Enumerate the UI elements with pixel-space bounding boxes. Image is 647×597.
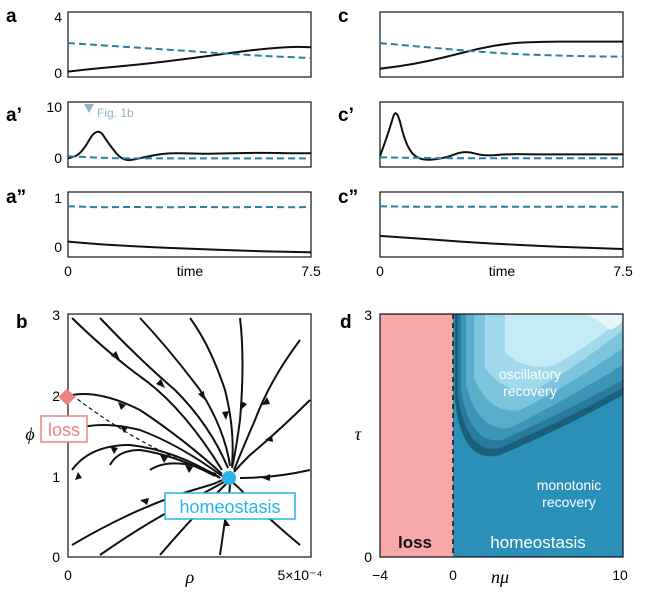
series-dashed-c <box>379 42 623 58</box>
series-dashed-a2 <box>67 205 312 209</box>
tick-a-top: 4 <box>54 9 62 25</box>
streamlines <box>71 317 311 556</box>
d-xtick-0: 0 <box>449 567 457 583</box>
time-tick-c-end: 7.5 <box>613 263 633 279</box>
series-dashed-c2 <box>379 205 623 208</box>
osc-label-1: oscillatory <box>499 366 561 382</box>
series-solid-a2 <box>67 240 312 254</box>
d-homeo-label: homeostasis <box>490 533 585 552</box>
series-solid-c <box>379 40 623 70</box>
panel-label-b: b <box>16 312 28 333</box>
loss-region <box>380 314 453 557</box>
mono-label-1: monotonic <box>537 477 602 493</box>
b-ytick-1: 1 <box>52 469 60 485</box>
phase-diagram <box>380 314 623 557</box>
panel-label-c1: c’ <box>338 105 354 126</box>
d-ytick-0: 0 <box>364 549 372 565</box>
series-dashed-a1 <box>67 155 311 160</box>
loss-marker <box>58 388 76 406</box>
panel-label-a: a <box>6 6 17 27</box>
axes-a1 <box>67 101 312 168</box>
time-tick-a-end: 7.5 <box>301 263 321 279</box>
mono-label-2: recovery <box>542 494 596 510</box>
b-xtick-0: 0 <box>64 567 72 583</box>
panel-label-a1: a’ <box>6 105 22 126</box>
b-xtick-end: 5×10⁻⁴ <box>278 567 323 583</box>
time-series-layer <box>67 40 624 254</box>
tick-a-bottom: 0 <box>54 65 62 81</box>
axes-a2 <box>67 191 312 258</box>
b-ylabel: ϕ <box>25 424 34 444</box>
time-tick-c-0: 0 <box>376 263 384 279</box>
loss-label: loss <box>48 420 80 440</box>
axes-c1 <box>379 101 624 168</box>
axes-c2 <box>379 191 624 258</box>
tick-a1-top: 10 <box>46 99 62 115</box>
tick-a1-bottom: 0 <box>54 150 62 166</box>
d-ylabel: τ <box>355 424 362 444</box>
b-ytick-0: 0 <box>52 549 60 565</box>
series-dashed-c1 <box>379 156 623 160</box>
d-loss-label: loss <box>398 533 432 552</box>
tick-a2-top: 1 <box>54 190 62 206</box>
panel-label-d: d <box>340 312 352 333</box>
d-ytick-3: 3 <box>364 307 372 323</box>
series-solid-c1 <box>379 112 623 161</box>
time-tick-a-0: 0 <box>64 263 72 279</box>
osc-label-2: recovery <box>503 383 557 399</box>
series-solid-a <box>67 45 312 73</box>
homeostasis-marker <box>222 471 236 485</box>
series-solid-c2 <box>379 234 624 250</box>
d-xlabel: nμ <box>491 567 509 587</box>
triangle-marker-icon <box>84 104 94 113</box>
homeostasis-label: homeostasis <box>179 497 280 517</box>
fig-annotation: Fig. 1b <box>97 106 134 120</box>
separatrix <box>71 394 231 479</box>
axes-a <box>67 11 312 78</box>
homeostasis-label-box <box>164 492 296 520</box>
panel-label-c2: c” <box>338 187 358 208</box>
panel-label-a2: a” <box>6 187 26 208</box>
b-ytick-2: 2 <box>52 388 60 404</box>
d-xtick-10: 10 <box>612 567 628 583</box>
loss-label-box <box>40 415 88 443</box>
time-label-c: time <box>489 263 516 279</box>
axes-d <box>379 313 624 558</box>
b-xlabel: ρ <box>185 567 195 587</box>
panel-label-c: c <box>338 6 349 27</box>
d-xtick-neg4: −4 <box>372 567 388 583</box>
time-label-a: time <box>177 263 204 279</box>
series-solid-a1 <box>67 130 311 162</box>
axes-c <box>379 11 624 78</box>
b-ytick-3: 3 <box>52 307 60 323</box>
series-dashed-a <box>67 42 312 59</box>
tick-a2-bottom: 0 <box>54 239 62 255</box>
